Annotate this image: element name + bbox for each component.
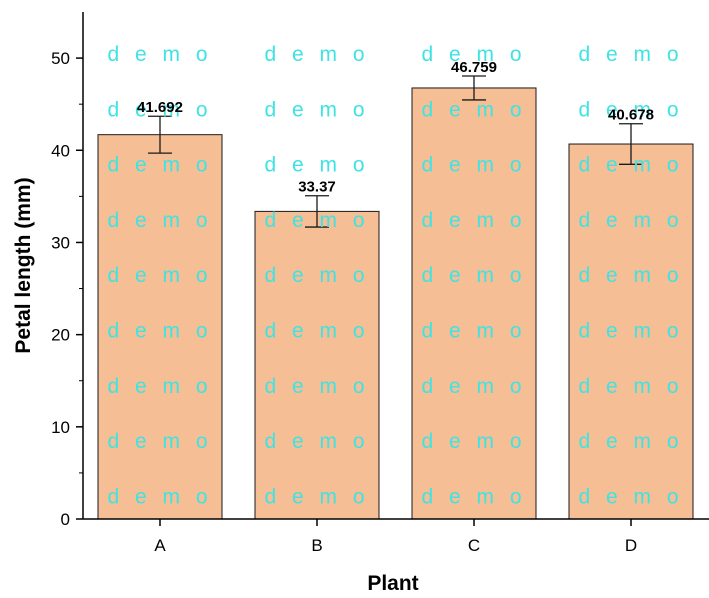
- watermark-text: d e m o: [107, 375, 212, 398]
- x-tick-label: D: [625, 536, 637, 555]
- y-tick-label: 40: [51, 141, 70, 160]
- watermark-text: d e m o: [421, 485, 526, 508]
- watermark-text: d e m o: [578, 264, 683, 287]
- y-tick-label: 30: [51, 233, 70, 252]
- data-label-c: 46.759: [451, 59, 497, 76]
- watermark-text: d e m o: [264, 209, 369, 232]
- watermark-text: d e m o: [107, 209, 212, 232]
- x-axis-title: Plant: [367, 572, 418, 595]
- y-tick-label: 50: [51, 49, 70, 68]
- watermark-text: d e m o: [421, 98, 526, 121]
- watermark: d e m o d e m o d e m o d e m o d e m o d e m…: [107, 43, 683, 508]
- watermark-text: d e m o: [421, 154, 526, 177]
- watermark-text: d e m o: [421, 320, 526, 343]
- watermark-text: d e m o: [107, 320, 212, 343]
- watermark-text: d e m o: [107, 264, 212, 287]
- watermark-text: d e m o: [421, 430, 526, 453]
- watermark-text: d e m o: [107, 485, 212, 508]
- y-tick-label: 20: [51, 326, 70, 345]
- x-tick-label: B: [311, 536, 322, 555]
- x-tick-label: A: [154, 536, 166, 555]
- data-label-d: 40.678: [608, 107, 654, 124]
- watermark-text: d e m o: [264, 154, 369, 177]
- watermark-text: d e m o: [264, 375, 369, 398]
- x-tick-label: C: [468, 536, 480, 555]
- watermark-text: d e m o: [264, 98, 369, 121]
- watermark-text: d e m o: [578, 43, 683, 66]
- watermark-text: d e m o: [578, 485, 683, 508]
- watermark-text: d e m o: [264, 430, 369, 453]
- watermark-text: d e m o: [264, 264, 369, 287]
- watermark-text: d e m o: [578, 320, 683, 343]
- watermark-text: d e m o: [264, 485, 369, 508]
- watermark-text: d e m o: [264, 320, 369, 343]
- y-axis-title: Petal length (mm): [12, 177, 35, 353]
- y-tick-label: 0: [61, 510, 70, 529]
- data-label-a: 41.692: [137, 99, 183, 116]
- watermark-text: d e m o: [264, 43, 369, 66]
- watermark-text: d e m o: [578, 209, 683, 232]
- watermark-text: d e m o: [107, 154, 212, 177]
- watermark-text: d e m o: [578, 375, 683, 398]
- watermark-text: d e m o: [578, 154, 683, 177]
- data-label-b: 33.37: [298, 179, 336, 196]
- watermark-text: d e m o: [107, 43, 212, 66]
- watermark-text: d e m o: [421, 264, 526, 287]
- watermark-text: d e m o: [107, 430, 212, 453]
- bar-b: [255, 211, 379, 519]
- watermark-text: d e m o: [421, 209, 526, 232]
- watermark-text: d e m o: [578, 430, 683, 453]
- y-tick-label: 10: [51, 418, 70, 437]
- watermark-text: d e m o: [421, 375, 526, 398]
